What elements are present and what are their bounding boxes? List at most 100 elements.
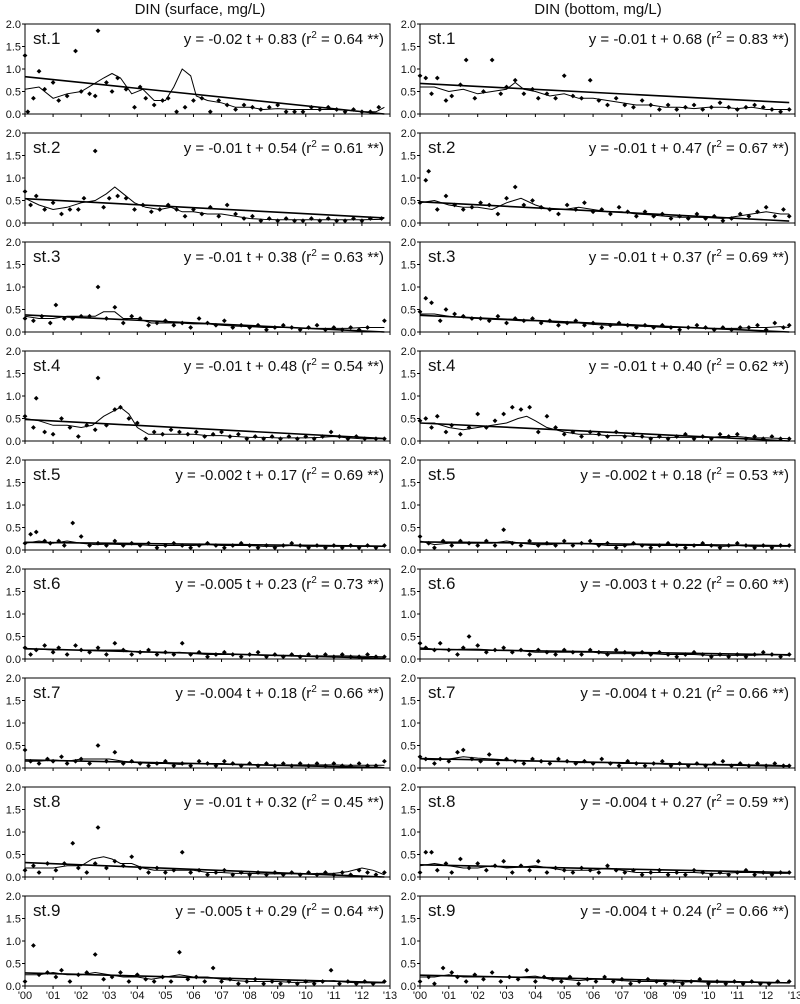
surface-st2-data-point — [106, 195, 112, 201]
bottom-st1-data-point — [489, 57, 495, 63]
bottom-st9-data-point — [507, 974, 512, 980]
bottom-st2-data-point — [530, 198, 535, 203]
surface-st1-y-tick-label: 0.0 — [6, 109, 21, 121]
bottom-st9-data-point — [688, 979, 694, 984]
bottom-st8-data-point — [579, 865, 584, 871]
bottom-st9-data-point — [541, 974, 547, 980]
bottom-st5-data-point — [778, 543, 783, 548]
bottom-st7-data-point — [651, 761, 657, 766]
bottom-st2-data-point — [460, 207, 466, 212]
bottom-st3-data-point — [781, 325, 786, 330]
bottom-st3-data-point — [469, 316, 475, 321]
surface-st2-data-point — [241, 216, 247, 221]
surface-st7-y-tick-label: 1.0 — [6, 718, 21, 730]
surface-st9-data-point — [370, 981, 376, 987]
surface-st5-data-point — [221, 545, 227, 551]
bottom-st8-data-point — [475, 861, 481, 866]
surface-st1-data-point — [174, 109, 180, 115]
bottom-st7-data-point — [746, 763, 752, 769]
bottom-st9-data-point — [550, 976, 556, 982]
surface-st2-data-point — [28, 202, 34, 208]
bottom-st9-x-tick-label: '12 — [759, 990, 773, 1002]
surface-st1-data-point — [95, 28, 101, 34]
bottom-st4-data-point — [760, 436, 766, 442]
surface-st3-data-point — [297, 327, 303, 333]
bottom-st8-data-point — [631, 867, 636, 873]
bottom-st5-data-point — [587, 538, 593, 544]
bottom-st1-data-point — [760, 104, 766, 110]
bottom-st2-data-point — [417, 200, 423, 206]
bottom-st7-data-point — [437, 756, 443, 762]
bottom-st2-data-point — [703, 216, 708, 221]
surface-st4-station-label: st.4 — [33, 356, 60, 375]
bottom-st5-regression-equation: y = -0.002 t + 0.18 (r2 = 0.53 **) — [580, 466, 789, 484]
surface-st3-data-point — [356, 327, 362, 333]
bottom-st4-y-tick-label: 0.0 — [401, 436, 416, 448]
surface-st5-data-point — [188, 545, 194, 551]
surface-st6-data-point — [339, 652, 345, 657]
surface-st2-data-point — [81, 195, 87, 201]
bottom-st6-data-point — [726, 654, 732, 660]
surface-st3-data-point — [280, 322, 286, 328]
bottom-st7-data-point — [668, 763, 674, 769]
surface-st1-regression-line — [24, 75, 385, 115]
bottom-st2-data-point — [590, 209, 596, 215]
bottom-st1-data-point — [708, 104, 714, 110]
surface-st7-data-point — [365, 763, 370, 769]
bottom-st8-data-point — [613, 867, 619, 873]
bottom-st5-data-point — [449, 543, 455, 548]
surface-st2-y-tick-label: 2.0 — [6, 128, 21, 140]
bottom-st9-data-point — [593, 979, 599, 984]
surface-st1-smoothed-line — [24, 68, 385, 113]
surface-st9-data-point — [160, 974, 165, 980]
bottom-st1-data-point — [769, 107, 775, 112]
bottom-st1-data-point — [674, 107, 680, 112]
surface-st3-data-point — [314, 322, 320, 328]
surface-st6-data-point — [365, 652, 370, 657]
surface-st7-data-point — [137, 761, 143, 766]
bottom-st4-y-tick-label: 1.0 — [401, 391, 416, 403]
bottom-st4-data-point — [527, 404, 533, 410]
bottom-st3-data-point — [530, 316, 535, 321]
surface-st5-data-point — [238, 540, 244, 546]
bottom-st2-data-point — [668, 216, 674, 221]
bottom-st6-data-point — [466, 634, 472, 639]
bottom-st7-data-point — [423, 756, 429, 762]
bottom-st8-data-point — [423, 849, 429, 855]
bottom-st5-data-point — [544, 540, 550, 546]
bottom-st3-data-point — [711, 327, 717, 333]
surface-st9-y-tick-label: 1.5 — [6, 914, 21, 926]
bottom-st6-data-point — [535, 647, 541, 653]
bottom-st4-data-point — [535, 429, 541, 435]
bottom-st2-data-point — [625, 209, 631, 215]
surface-st3-data-point — [162, 318, 168, 324]
surface-st8-y-tick-label: 0.5 — [6, 850, 21, 862]
bottom-st5-data-point — [466, 540, 472, 546]
bottom-st5-data-point — [639, 543, 645, 548]
bottom-st4-smoothed-line — [420, 415, 790, 440]
surface-st8-data-point — [205, 872, 210, 878]
surface-st1-data-point — [132, 104, 137, 110]
surface-st5-data-point — [196, 543, 202, 548]
bottom-st5-y-tick-label: 1.0 — [401, 500, 416, 512]
bottom-st4-data-point — [734, 431, 740, 437]
surface-st4-data-point — [303, 434, 309, 439]
bottom-st4-data-point — [752, 434, 758, 439]
surface-st6-data-point — [56, 645, 62, 651]
bottom-st3-data-point — [573, 318, 579, 324]
surface-st5-data-point — [171, 540, 177, 546]
surface-st8-data-point — [179, 849, 185, 855]
surface-st2-y-tick-label: 0.5 — [6, 196, 21, 208]
bottom-st5-data-point — [432, 545, 437, 551]
bottom-st9-data-point — [576, 981, 582, 987]
bottom-st7-data-point — [556, 756, 561, 762]
bottom-st6-data-point — [432, 647, 437, 653]
bottom-st9-data-point — [455, 974, 460, 980]
surface-st1-data-point — [224, 102, 230, 108]
surface-st1-station-label: st.1 — [33, 29, 60, 48]
bottom-st1-data-point — [622, 102, 628, 108]
surface-st6-data-point — [42, 643, 48, 648]
bottom-st7-data-point — [417, 754, 423, 760]
surface-st5-data-point — [129, 540, 135, 546]
bottom-st5-data-point — [426, 540, 432, 546]
